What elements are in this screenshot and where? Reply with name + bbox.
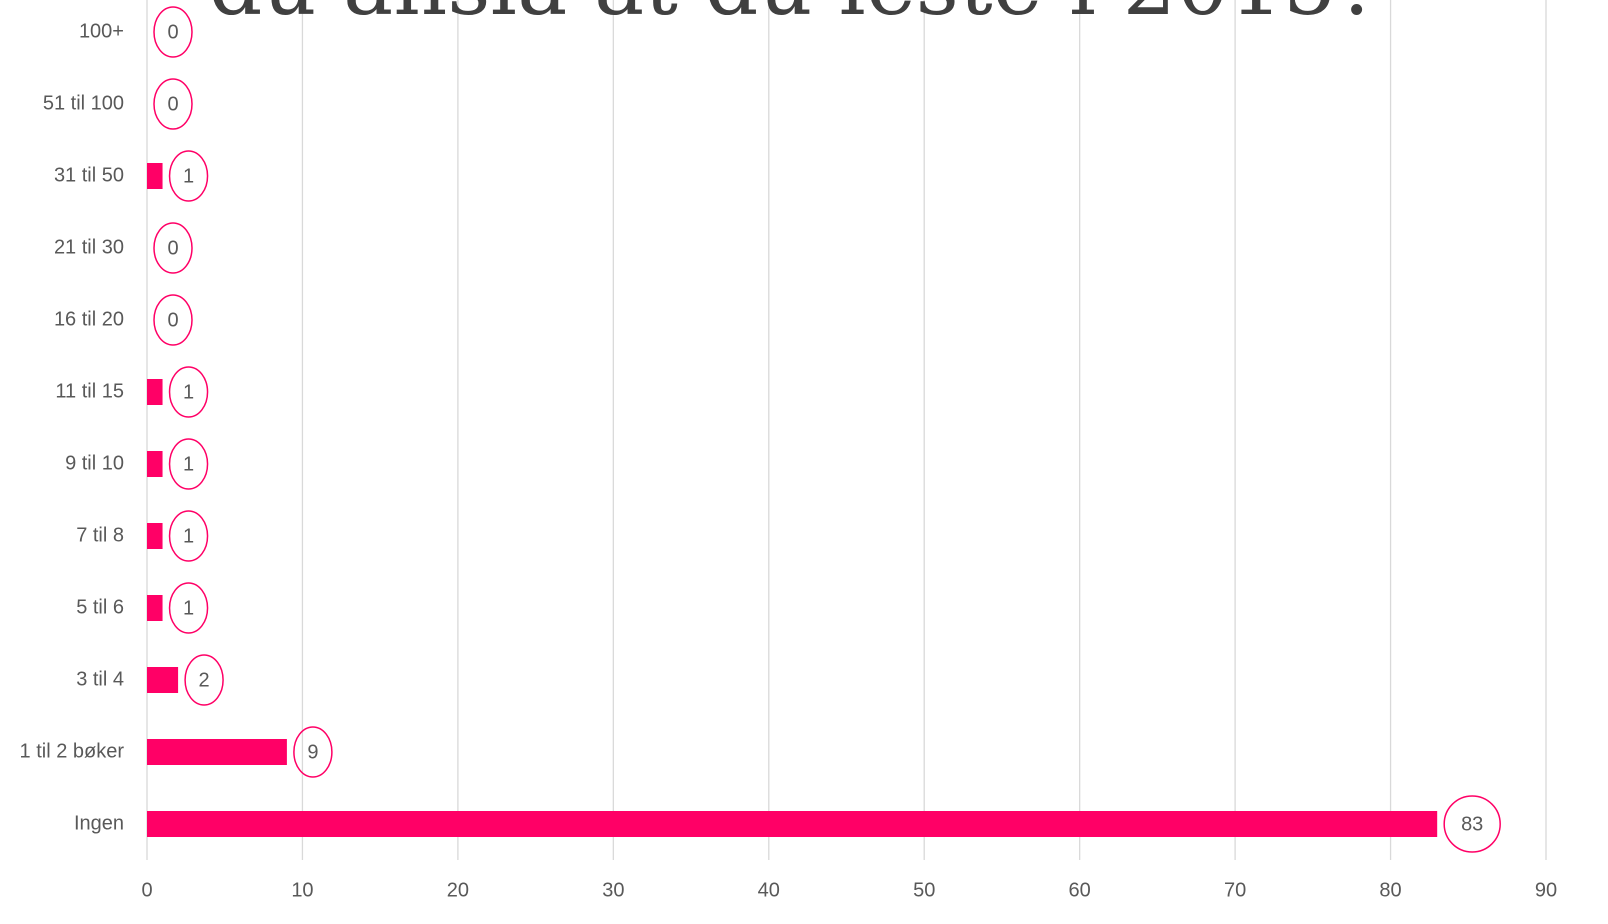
label-circle [1443,795,1501,853]
y-tick-label: 7 til 8 [76,524,124,546]
y-tick-label: 16 til 20 [54,308,124,330]
chart-title: du anslå at du leste i 2015? [209,0,1382,34]
data-label: 1 [183,525,194,547]
label-circle [153,222,193,274]
y-tick-label: 51 til 100 [43,92,124,114]
data-label: 1 [183,165,194,187]
data-label: 0 [167,237,178,259]
x-tick-label: 60 [1069,879,1091,901]
y-tick-label: 21 til 30 [54,236,124,258]
x-tick-label: 30 [602,879,624,901]
y-tick-label: 1 til 2 bøker [20,740,125,762]
y-tick-label: 31 til 50 [54,164,124,186]
bar [147,811,1438,837]
data-label: 0 [167,21,178,43]
data-label: 0 [167,93,178,115]
y-tick-label: 9 til 10 [65,452,124,474]
data-label: 9 [307,741,318,763]
y-tick-label: 11 til 15 [55,380,124,402]
label-circle [153,78,193,130]
bar [147,595,163,621]
x-tick-label: 50 [913,879,935,901]
data-label: 0 [167,309,178,331]
x-tick-label: 80 [1379,879,1401,901]
label-circle [168,582,209,634]
x-tick-label: 20 [447,879,469,901]
label-circle [184,654,224,706]
bar [147,451,163,477]
data-label: 2 [199,669,210,691]
label-circle [153,6,193,58]
bar [147,739,287,765]
label-circle [168,150,209,202]
data-label: 1 [183,597,194,619]
x-tick-label: 0 [141,879,152,901]
data-label: 1 [183,453,194,475]
x-tick-label: 40 [758,879,780,901]
data-label: 1 [183,381,194,403]
label-circle [168,366,209,418]
x-tick-label: 70 [1224,879,1246,901]
y-tick-label: Ingen [74,812,124,834]
x-tick-label: 90 [1535,879,1557,901]
y-tick-label: 5 til 6 [76,596,124,618]
data-label: 83 [1461,813,1483,835]
y-tick-label: 3 til 4 [76,668,124,690]
bar [147,379,163,405]
label-circle [153,294,193,346]
label-circle [168,438,209,490]
bar [147,523,163,549]
label-circle [293,726,333,778]
x-tick-label: 10 [291,879,313,901]
bar [147,667,179,693]
y-tick-label: 100+ [79,20,124,42]
label-circle [168,510,209,562]
bar [147,163,163,189]
